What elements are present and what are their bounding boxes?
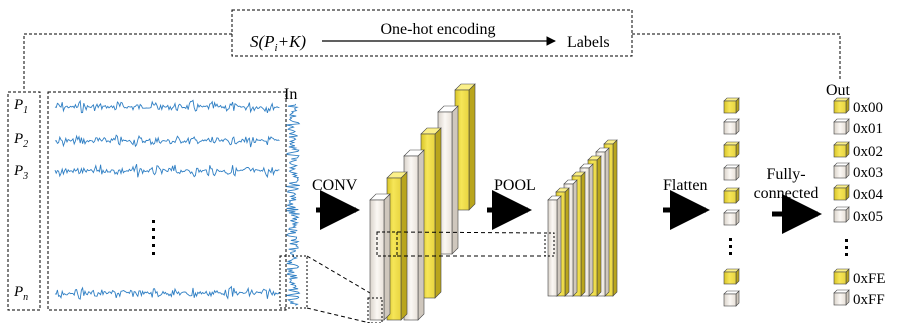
flatten-neuron <box>723 209 740 226</box>
conv-label: CONV <box>312 177 358 194</box>
flatten-neuron <box>723 187 740 204</box>
input-window-projection <box>306 255 383 323</box>
output-neuron <box>833 97 850 114</box>
conv-map <box>403 149 425 321</box>
output-neuron <box>833 206 850 223</box>
conv-map <box>369 193 391 321</box>
fc-label-line1: Fully- <box>766 166 805 183</box>
output-class-label: 0x01 <box>853 121 883 137</box>
flatten-neuron <box>723 164 740 181</box>
encoding-box: S(Pi+K) One-hot encoding Labels <box>231 9 633 57</box>
output-neuron <box>833 289 850 306</box>
input-trace <box>286 103 301 306</box>
output-class-label: 0x05 <box>853 209 883 225</box>
flatten-neuron <box>723 141 740 158</box>
output-ellipsis <box>845 239 848 256</box>
trace-label-p3: P3 <box>13 163 28 182</box>
pool-feature-maps <box>547 139 618 297</box>
trace-waveform <box>54 285 280 300</box>
flatten-ellipsis <box>729 238 732 255</box>
traces-box <box>47 91 287 311</box>
trace-label-column <box>7 91 41 311</box>
output-neurons: 0x00 0x01 0x02 0x03 0x04 0x05 0xFE 0xFF <box>833 97 886 308</box>
conv-feature-maps <box>369 83 476 321</box>
flatten-neuron <box>723 290 740 307</box>
conv-map <box>420 127 442 299</box>
output-class-label: 0x02 <box>853 144 883 160</box>
conv-kernel-window <box>367 297 383 323</box>
conv-pool-window <box>376 231 398 257</box>
input-waveform <box>286 103 301 306</box>
encoding-arrow-label: One-hot encoding <box>380 21 495 38</box>
output-class-label: 0x04 <box>853 187 884 203</box>
flatten-label: Flatten <box>663 177 707 194</box>
trace-waveform <box>54 99 280 114</box>
conv-map <box>454 83 476 211</box>
trace-waveform <box>54 164 280 179</box>
trace-labels: P1 P2 P3 Pn <box>13 97 28 303</box>
flatten-neurons <box>723 97 740 307</box>
conv-map <box>437 105 459 255</box>
input-window <box>279 255 308 309</box>
trace-label-pn: Pn <box>13 284 28 303</box>
output-class-label: 0x03 <box>853 165 883 181</box>
pool-projection <box>396 231 546 257</box>
power-traces <box>54 99 280 300</box>
output-class-label: 0xFE <box>853 271 886 287</box>
output-class-label: 0x00 <box>853 100 883 116</box>
pool-map <box>547 195 562 297</box>
output-title: Out <box>826 82 851 99</box>
output-neuron <box>833 268 850 285</box>
flatten-neuron <box>723 268 740 285</box>
output-neuron <box>833 141 850 158</box>
fc-label-line2: connected <box>754 185 819 202</box>
input-label: In <box>284 86 297 103</box>
output-neuron <box>833 162 850 179</box>
encoding-connectors <box>23 33 841 90</box>
output-neuron <box>833 184 850 201</box>
traces-ellipsis <box>152 220 155 255</box>
encoding-target-label: Labels <box>567 34 610 51</box>
output-class-label: 0xFF <box>853 292 885 308</box>
trace-label-p2: P2 <box>13 131 28 150</box>
pool-label: POOL <box>494 177 536 194</box>
pool-window <box>544 232 555 257</box>
flatten-neuron <box>723 97 740 114</box>
encoding-formula: S(Pi+K) <box>250 32 306 54</box>
trace-label-p1: P1 <box>13 97 28 116</box>
trace-waveform <box>54 134 280 148</box>
flatten-neuron <box>723 118 740 135</box>
output-neuron <box>833 118 850 135</box>
